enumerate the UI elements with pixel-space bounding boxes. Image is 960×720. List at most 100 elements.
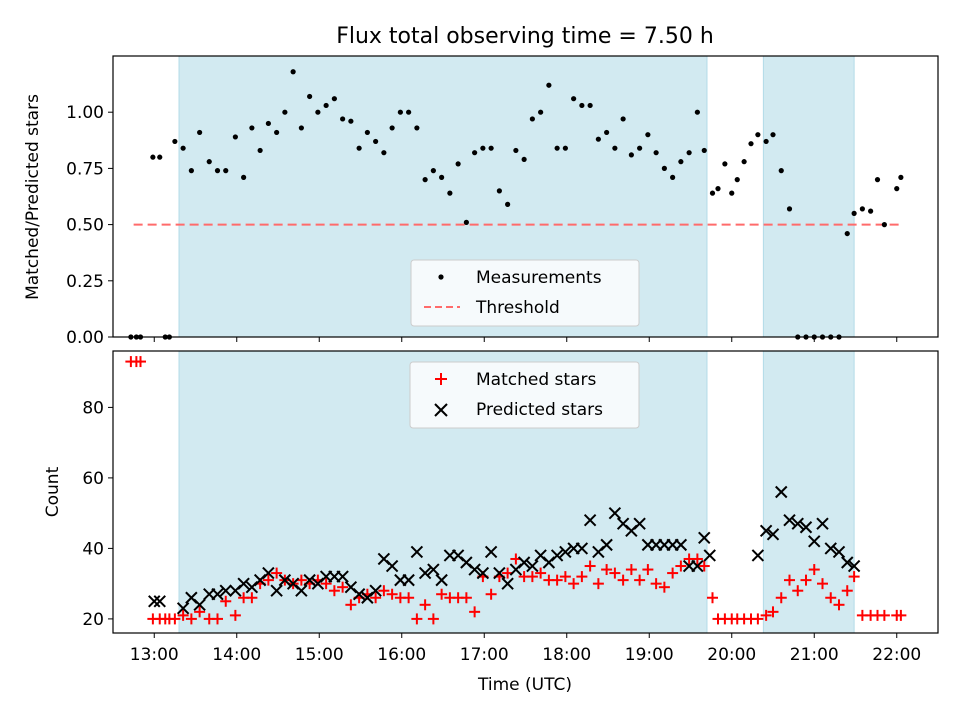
matched-star-point [271, 567, 283, 579]
matched-star-point [691, 553, 703, 565]
measurement-point [150, 154, 156, 160]
matched-star-point [775, 592, 787, 604]
predicted-star-point [751, 549, 765, 562]
predicted-star-point [583, 513, 597, 527]
matched-star-point [584, 560, 596, 572]
predicted-star-point [575, 542, 589, 555]
matched-star-point [246, 592, 258, 604]
measurement-point [414, 125, 420, 131]
predicted-star-point [303, 573, 316, 587]
predicted-star-point [703, 549, 716, 562]
top-axes-frame [112, 55, 939, 338]
measurement-point [455, 161, 461, 167]
matched-stars-points [125, 356, 907, 625]
y-tick-label: 20 [82, 610, 104, 630]
predicted-star-point [402, 573, 415, 587]
measurement-point [315, 109, 321, 115]
matched-star-point [642, 564, 654, 576]
measurement-point [529, 116, 535, 122]
predicted-star-point [385, 559, 399, 573]
measurement-point [741, 159, 747, 165]
measurement-point [274, 129, 280, 136]
measurement-point [298, 125, 304, 131]
matched-star-point [551, 574, 563, 586]
measurement-point [579, 102, 585, 109]
measurement-point [364, 129, 370, 136]
predicted-star-point [808, 535, 821, 548]
x-axis-label: Time (UTC) [477, 675, 572, 695]
measurement-point [331, 96, 337, 102]
measurement-point [722, 161, 728, 167]
measurement-point [604, 129, 610, 136]
y-tick-label: 0.25 [66, 272, 104, 292]
top-legend-box [410, 259, 640, 327]
measurement-point [180, 145, 186, 151]
predicted-star-point [352, 588, 366, 601]
matched-star-point [386, 588, 398, 600]
measurement-points [128, 69, 904, 340]
measurement-point [356, 145, 362, 151]
measurement-point [628, 152, 634, 158]
measurement-point [748, 141, 754, 147]
measurement-point [422, 177, 428, 183]
matched-star-point [419, 599, 431, 611]
predicted-star-point [153, 595, 166, 608]
measurement-point [734, 177, 740, 183]
shaded-interval [762, 350, 855, 634]
measurement-point [868, 208, 874, 214]
measurement-point [881, 222, 887, 228]
measurement-point [562, 145, 568, 151]
predicted-star-point [600, 538, 613, 552]
measurement-point [505, 201, 511, 207]
predicted-star-point [211, 588, 224, 601]
legend-marker-predicted [434, 403, 448, 417]
measurement-point [447, 190, 453, 196]
predicted-star-point [193, 598, 206, 612]
measurement-point [172, 138, 178, 145]
matched-star-point [320, 578, 332, 590]
measurement-point [381, 150, 387, 156]
predicted-star-point [278, 573, 292, 587]
matched-star-point [625, 564, 637, 576]
predicted-star-point [559, 545, 572, 559]
measurement-point [290, 69, 296, 75]
measurement-point [729, 190, 735, 196]
x-tick-label: 17:00 [460, 645, 509, 665]
matched-star-point [378, 585, 390, 597]
measurement-point [241, 174, 247, 180]
matched-star-point [469, 606, 481, 618]
matched-star-point [634, 574, 646, 586]
matched-star-point [675, 560, 687, 572]
matched-star-point [841, 585, 853, 597]
measurement-point [694, 109, 700, 115]
measurement-point [206, 159, 212, 165]
predicted-star-point [633, 517, 646, 530]
predicted-star-point [841, 556, 854, 569]
x-tick-label: 19:00 [625, 645, 674, 665]
measurement-point [786, 206, 793, 212]
matched-star-point [212, 613, 223, 625]
bottom-y-ticks: 20 40 60 80 [82, 398, 113, 630]
matched-star-point [650, 578, 662, 590]
predicted-star-point [674, 538, 688, 552]
measurement-point [488, 145, 494, 151]
matched-star-point [169, 613, 181, 625]
matched-star-point [427, 613, 439, 625]
measurement-point [282, 109, 288, 115]
predicted-star-point [832, 545, 846, 559]
matched-star-point [895, 609, 907, 621]
measurement-point [430, 168, 436, 174]
matched-star-point [177, 609, 189, 621]
matched-star-point [436, 588, 448, 600]
predicted-star-point [847, 559, 861, 573]
bottom-x-ticks: 13:00 14:00 15:00 16:00 17:00 18:00 19:00 20:00… [130, 633, 921, 665]
predicted-star-point [418, 566, 432, 580]
x-tick-label: 13:00 [130, 645, 179, 665]
x-tick-label: 14:00 [212, 645, 261, 665]
measurement-point [844, 230, 850, 237]
legend-label-predicted: Predicted stars [476, 400, 603, 420]
measurement-point [612, 145, 618, 151]
predicted-star-point [501, 577, 514, 590]
matched-star-point [485, 588, 497, 600]
y-tick-label: 1.00 [66, 103, 104, 123]
